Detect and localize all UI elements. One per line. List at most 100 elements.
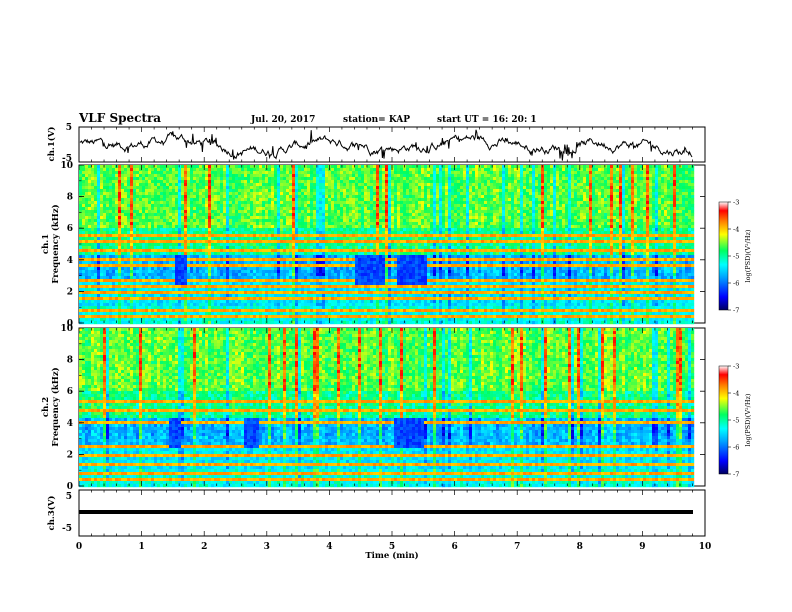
spectrogram-cell [466,180,469,183]
spectrogram-cell [187,192,190,195]
spectrogram-cell [520,174,523,177]
spectrogram-cell [610,177,613,180]
spectrogram-cell [241,198,244,201]
spectrogram-cell [604,207,607,210]
spectrogram-cell [178,177,181,180]
spectrogram-cell [343,180,346,183]
spectrogram-cell [571,168,574,171]
spectrogram-cell [85,222,88,225]
spectrogram-cell [400,225,403,228]
spectrogram-cell [157,225,160,228]
spectrogram-cell [298,171,301,174]
spectrogram-cell [382,204,385,207]
spectrogram-cell [289,180,292,183]
spectrogram-cell [628,168,631,171]
spectrogram-cell [568,228,571,231]
spectrogram-cell [463,198,466,201]
spectrogram-cell [376,183,379,186]
spectrogram-cell [322,207,325,210]
spectrogram-cell [637,174,640,177]
spectrogram-cell [556,219,559,222]
spectrogram-cell [109,201,112,204]
spectrogram-cell [448,186,451,189]
spectrogram-cell [274,174,277,177]
spectrogram-cell [607,222,610,225]
spectrogram-cell [208,189,211,192]
spectrogram-cell [142,204,145,207]
spectrogram-cell [394,180,397,183]
spectrogram-cell [514,207,517,210]
spectrogram-cell [226,213,229,216]
spectrogram-cell [301,177,304,180]
spectrogram-cell [661,231,664,234]
spectrogram-cell [196,177,199,180]
spectrogram-cell [559,180,562,183]
spectrogram-cell [250,168,253,171]
spectrogram-cell [367,234,370,237]
spectrogram-cell [424,231,427,234]
spectrogram-cell [487,165,490,168]
spectrogram-cell [199,231,202,234]
spectrogram-cell [505,192,508,195]
spectrogram-cell [133,192,136,195]
spectrogram-cell [502,171,505,174]
spectrogram-cell [127,204,130,207]
spectrogram-cell [427,207,430,210]
spectrogram-cell [118,168,121,171]
spectrogram-cell [478,189,481,192]
spectrogram-cell [157,213,160,216]
spectrogram-cell [157,228,160,231]
spectrogram-cell [457,204,460,207]
spectrogram-cell [571,174,574,177]
spectrogram-cell [685,198,688,201]
spectrogram-cell [391,225,394,228]
spectrogram-cell [244,234,247,237]
spectrogram-cell [292,192,295,195]
spectrogram-cell [583,180,586,183]
spectrogram-cell [580,180,583,183]
spectrogram-cell [217,225,220,228]
spectrogram-cell [424,216,427,219]
spectrogram-cell [316,189,319,192]
spectrogram-cell [247,189,250,192]
spectrogram-cell [169,222,172,225]
spectrogram-cell [598,207,601,210]
spectrogram-cell [379,192,382,195]
spectrogram-cell [175,210,178,213]
spectrogram-cell [388,189,391,192]
spectrogram-cell [463,228,466,231]
spectrogram-cell [97,204,100,207]
spectrogram-cell [544,186,547,189]
spectrogram-cell [595,195,598,198]
spectrogram-cell [97,213,100,216]
spectrogram-cell [106,228,109,231]
spectrogram-cell [346,219,349,222]
spectrogram-cell [130,228,133,231]
spectrogram-cell [193,225,196,228]
spectrogram-cell [502,174,505,177]
spectrogram-cell [292,213,295,216]
spectrogram-cell [109,171,112,174]
spectrogram-cell [280,165,283,168]
spectrogram-cell [346,207,349,210]
spectrogram-cell [580,171,583,174]
spectrogram-cell [133,186,136,189]
spectrogram-cell [211,225,214,228]
spectrogram-cell [343,168,346,171]
spectrogram-cell [136,165,139,168]
spectrogram-cell [106,189,109,192]
spectrogram-cell [229,222,232,225]
spectrogram-cell [349,180,352,183]
spectrogram-cell [343,225,346,228]
spectrogram-cell [394,165,397,168]
spectrogram-cell [685,195,688,198]
spectrogram-cell [160,165,163,168]
spectrogram-cell [313,171,316,174]
spectrogram-cell [385,207,388,210]
spectrogram-cell [457,210,460,213]
spectrogram-cell [613,213,616,216]
spectrogram-cell [292,201,295,204]
spectrogram-cell [538,207,541,210]
spectrogram-cell [190,174,193,177]
spectrogram-cell [445,207,448,210]
